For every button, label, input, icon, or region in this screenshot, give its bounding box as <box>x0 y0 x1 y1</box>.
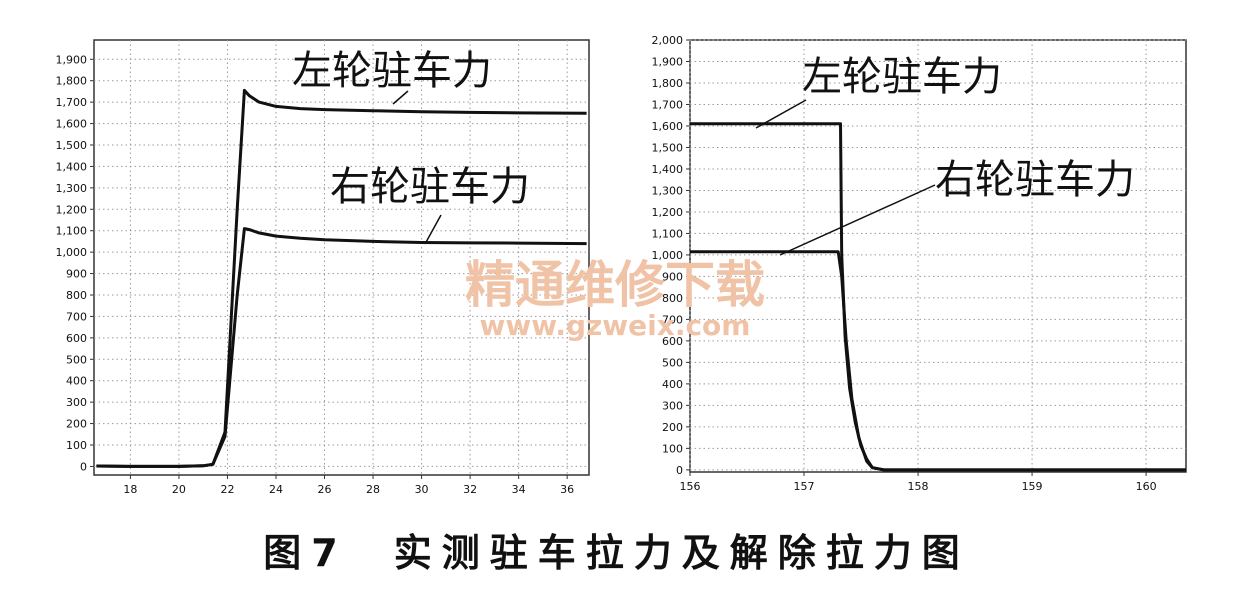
y-tick-label: 1,100 <box>56 225 88 238</box>
annotation-label: 左轮驻车力 <box>292 48 492 94</box>
y-tick-label: 600 <box>662 335 683 348</box>
annotation-leader <box>424 214 442 245</box>
x-tick-label: 24 <box>269 483 283 496</box>
y-tick-label: 1,100 <box>652 227 684 240</box>
x-tick-label: 20 <box>172 483 186 496</box>
y-tick-label: 400 <box>66 375 87 388</box>
y-tick-label: 400 <box>662 378 683 391</box>
x-tick-label: 18 <box>123 483 137 496</box>
y-tick-label: 1,400 <box>652 163 684 176</box>
y-tick-label: 600 <box>66 332 87 345</box>
annotation-label: 右轮驻车力 <box>935 157 1135 203</box>
y-tick-label: 0 <box>676 464 683 477</box>
y-tick-label: 1,200 <box>56 203 88 216</box>
y-tick-label: 500 <box>66 353 87 366</box>
series-line-right-wheel <box>96 227 587 468</box>
y-tick-label: 300 <box>662 399 683 412</box>
x-tick-label: 30 <box>415 483 429 496</box>
y-tick-label: 700 <box>66 310 87 323</box>
y-tick-label: 800 <box>662 292 683 305</box>
x-tick-label: 156 <box>680 480 701 493</box>
x-tick-label: 158 <box>908 480 929 493</box>
x-tick-label: 32 <box>463 483 477 496</box>
annotation-leader <box>392 90 409 105</box>
x-tick-label: 160 <box>1136 480 1157 493</box>
y-tick-label: 2,000 <box>652 34 684 47</box>
y-tick-label: 1,700 <box>652 98 684 111</box>
y-tick-label: 1,900 <box>56 53 88 66</box>
x-tick-label: 157 <box>794 480 815 493</box>
x-tick-label: 22 <box>220 483 234 496</box>
y-tick-label: 1,300 <box>652 184 684 197</box>
y-tick-label: 1,600 <box>56 118 88 131</box>
y-tick-label: 1,800 <box>56 75 88 88</box>
right-chart: 0 100 200 300 400 500 600 700 800 900 1,000 1,100 1,… <box>652 34 1187 493</box>
y-tick-label: 1,200 <box>652 206 684 219</box>
y-tick-label: 200 <box>662 421 683 434</box>
y-tick-label: 1,600 <box>652 120 684 133</box>
figure-caption: 图7 实测驻车拉力及解除拉力图 <box>0 522 1233 577</box>
y-tick-label: 300 <box>66 396 87 409</box>
y-tick-label: 1,000 <box>652 249 684 262</box>
figure-title: 实测驻车拉力及解除拉力图 <box>393 531 970 575</box>
y-tick-label: 900 <box>662 270 683 283</box>
x-tick-label: 36 <box>560 483 574 496</box>
y-tick-label: 1,000 <box>56 246 88 259</box>
annotation-leader <box>779 184 936 256</box>
x-tick-label: 28 <box>366 483 380 496</box>
x-tick-label: 159 <box>1022 480 1043 493</box>
figure-number: 图7 <box>263 531 348 575</box>
y-tick-label: 900 <box>66 268 87 281</box>
plot-frame <box>93 39 590 476</box>
x-tick-label: 34 <box>512 483 526 496</box>
y-tick-label: 500 <box>662 356 683 369</box>
x-tick-label: 26 <box>318 483 332 496</box>
watermark: 精通维修下载 www.gzweix.com <box>465 256 765 342</box>
y-tick-label: 100 <box>66 439 87 452</box>
annotation-leader <box>755 99 807 129</box>
y-tick-label: 1,900 <box>652 55 684 68</box>
y-tick-label: 700 <box>662 313 683 326</box>
y-tick-label: 800 <box>66 289 87 302</box>
y-tick-label: 0 <box>80 460 87 473</box>
y-tick-label: 200 <box>66 418 87 431</box>
y-tick-label: 1,500 <box>652 141 684 154</box>
y-tick-label: 1,500 <box>56 139 88 152</box>
y-tick-label: 1,400 <box>56 160 88 173</box>
annotation-label: 左轮驻车力 <box>802 54 1002 100</box>
annotation-label: 右轮驻车力 <box>330 164 530 210</box>
left-chart: 0 100 200 300 400 500 600 700 800 900 1,000 1,100 1,… <box>56 39 590 496</box>
watermark-line1: 精通维修下载 <box>465 256 765 314</box>
y-tick-label: 100 <box>662 442 683 455</box>
y-tick-label: 1,700 <box>56 96 88 109</box>
y-tick-label: 1,300 <box>56 182 88 195</box>
y-tick-label: 1,800 <box>652 77 684 90</box>
series-line-right-wheel <box>690 250 1186 472</box>
watermark-line2: www.gzweix.com <box>480 309 751 342</box>
